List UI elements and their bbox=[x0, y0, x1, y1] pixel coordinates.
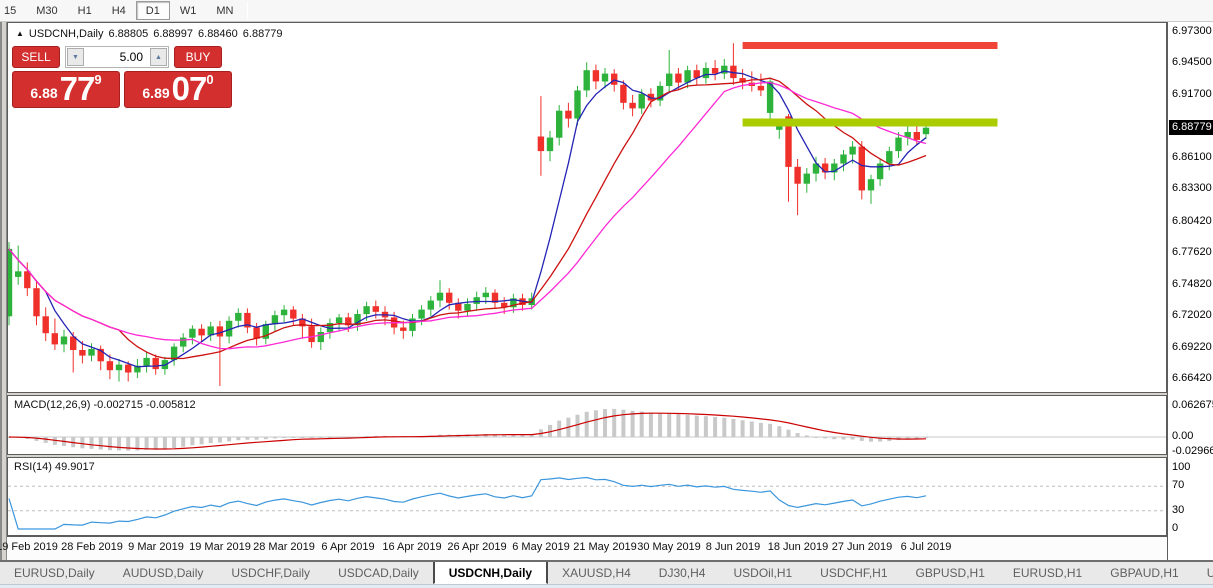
window-left-border bbox=[0, 22, 7, 560]
price-axis-label: 6.69220 bbox=[1172, 341, 1212, 353]
macd-axis-label: 0.00 bbox=[1172, 430, 1194, 442]
date-label: 21 May 2019 bbox=[573, 541, 637, 553]
date-label: 9 Mar 2019 bbox=[128, 541, 184, 553]
tab-usdcnh-daily[interactable]: USDCNH,Daily bbox=[432, 562, 549, 584]
rsi-axis-label: 30 bbox=[1172, 504, 1185, 516]
date-label: 19 Mar 2019 bbox=[189, 541, 251, 553]
sell-price-pip: 9 bbox=[94, 72, 102, 87]
tab-usdcad-daily[interactable]: USDCAD,Daily bbox=[338, 566, 419, 580]
tab-gbpusd-h1[interactable]: GBPUSD,H1 bbox=[915, 566, 985, 580]
timeframe-w1-button[interactable]: W1 bbox=[179, 4, 197, 17]
macd-axis-label: 0.062675 bbox=[1172, 399, 1213, 411]
tab-gbpaud-h1[interactable]: GBPAUD,H1 bbox=[1110, 566, 1179, 580]
buy-button[interactable]: BUY bbox=[174, 46, 222, 68]
macd-chart[interactable] bbox=[8, 396, 1166, 454]
buy-price-pip: 0 bbox=[206, 72, 214, 87]
date-axis[interactable]: 19 Feb 2019 28 Feb 2019 9 Mar 2019 19 Mar 2… bbox=[0, 536, 1167, 560]
date-label: 6 May 2019 bbox=[512, 541, 570, 553]
legend-high: 6.88997 bbox=[153, 28, 194, 40]
legend-low: 6.88460 bbox=[198, 28, 238, 40]
chart-tabbar: EURUSD,Daily AUDUSD,Daily USDCHF,Daily U… bbox=[0, 560, 1213, 584]
sell-price-main: 77 bbox=[59, 70, 96, 107]
price-chart-panel: ▲ USDCNH,Daily 6.88805 6.88997 6.88460 6… bbox=[7, 22, 1167, 393]
chart-window: ▲ USDCNH,Daily 6.88805 6.88997 6.88460 6… bbox=[0, 22, 1213, 560]
volume-decrease-button[interactable]: ▼ bbox=[67, 48, 84, 66]
sell-price-prefix: 6.88 bbox=[30, 85, 58, 101]
tab-eurusd-h1[interactable]: EURUSD,H1 bbox=[1012, 566, 1083, 580]
timeframe-m15-button[interactable]: 15 bbox=[4, 4, 17, 17]
date-label: 8 Jun 2019 bbox=[705, 541, 761, 553]
price-axis-label: 6.74820 bbox=[1172, 278, 1212, 290]
price-axis-label: 6.94500 bbox=[1172, 56, 1212, 68]
rsi-panel: RSI(14) 49.9017 bbox=[7, 457, 1167, 536]
date-label: 6 Apr 2019 bbox=[321, 541, 375, 553]
collapse-triangle-icon[interactable]: ▲ bbox=[16, 28, 24, 38]
date-label: 6 Jul 2019 bbox=[900, 541, 952, 553]
timeframe-h4-button[interactable]: H4 bbox=[111, 4, 126, 17]
price-axis[interactable]: 6.88779 6.97300 6.94500 6.91700 6.86100 6.83… bbox=[1167, 22, 1213, 560]
rsi-chart[interactable] bbox=[8, 458, 1166, 535]
macd-panel: MACD(12,26,9) -0.002715 -0.005812 bbox=[7, 395, 1167, 455]
tab-eurusd-daily[interactable]: EURUSD,Daily bbox=[14, 566, 95, 580]
price-axis-label: 6.97300 bbox=[1172, 25, 1212, 37]
legend-close: 6.88779 bbox=[242, 28, 283, 40]
volume-increase-button[interactable]: ▲ bbox=[150, 48, 167, 66]
timeframe-mn-button[interactable]: MN bbox=[216, 4, 234, 17]
macd-signal-value: -0.005812 bbox=[146, 399, 196, 411]
rsi-label: RSI(14) 49.9017 bbox=[14, 461, 95, 473]
macd-label: MACD(12,26,9) -0.002715 -0.005812 bbox=[14, 399, 196, 411]
price-axis-label: 6.91700 bbox=[1172, 88, 1212, 100]
price-axis-label: 6.66420 bbox=[1172, 372, 1212, 384]
date-label: 30 May 2019 bbox=[637, 541, 701, 553]
tab-usdoil-h1[interactable]: USDOil,H1 bbox=[733, 566, 793, 580]
tab-dj30-h4[interactable]: DJ30,H4 bbox=[658, 566, 706, 580]
timeframe-m30-button[interactable]: M30 bbox=[36, 4, 58, 17]
buy-quote-button[interactable]: 6.89 07 0 bbox=[124, 71, 232, 108]
date-label: 26 Apr 2019 bbox=[447, 541, 507, 553]
tab-usdjpy-h1[interactable]: USDJP bbox=[1193, 562, 1213, 584]
price-axis-label: 6.77620 bbox=[1172, 246, 1212, 258]
tab-usdchf-daily[interactable]: USDCHF,Daily bbox=[231, 566, 311, 580]
timeframe-h1-button[interactable]: H1 bbox=[77, 4, 92, 17]
rsi-axis-label: 0 bbox=[1172, 522, 1179, 534]
date-label: 28 Feb 2019 bbox=[61, 541, 123, 553]
tab-xauusd-h4[interactable]: XAUUSD,H4 bbox=[562, 566, 631, 580]
price-axis-label: 6.86100 bbox=[1172, 151, 1212, 163]
current-price-box: 6.88779 bbox=[1169, 120, 1213, 135]
volume-input[interactable]: 5.00 bbox=[119, 50, 143, 64]
rsi-axis-label: 100 bbox=[1172, 461, 1191, 473]
legend-open: 6.88805 bbox=[108, 28, 149, 40]
date-label: 19 Feb 2019 bbox=[0, 541, 58, 553]
date-label: 28 Mar 2019 bbox=[253, 541, 315, 553]
date-label: 18 Jun 2019 bbox=[767, 541, 829, 553]
macd-axis-label: -0.029668 bbox=[1172, 445, 1213, 457]
date-label: 27 Jun 2019 bbox=[831, 541, 893, 553]
one-click-trade-widget: SELL ▼ 5.00 ▲ BUY 6.88 77 9 bbox=[12, 46, 240, 108]
price-axis-label: 6.83300 bbox=[1172, 182, 1212, 194]
status-bar bbox=[0, 584, 1213, 588]
buy-price-prefix: 6.89 bbox=[142, 85, 170, 101]
legend-symbol: USDCNH,Daily bbox=[28, 28, 104, 40]
tab-usdchf-h1[interactable]: USDCHF,H1 bbox=[820, 566, 888, 580]
macd-value: -0.002715 bbox=[93, 399, 144, 411]
chart-legend: ▲ USDCNH,Daily 6.88805 6.88997 6.88460 6… bbox=[16, 28, 283, 40]
candlestick-chart[interactable] bbox=[8, 23, 1166, 392]
date-label: 16 Apr 2019 bbox=[382, 541, 442, 553]
timeframe-toolbar: 15 M30 H1 H4 D1 W1 MN bbox=[0, 0, 1213, 22]
toolbar-separator bbox=[247, 2, 249, 19]
buy-price-main: 07 bbox=[171, 70, 208, 107]
rsi-value: 49.9017 bbox=[54, 461, 95, 473]
price-axis-label: 6.72020 bbox=[1172, 309, 1212, 321]
price-axis-label: 6.80420 bbox=[1172, 215, 1212, 227]
sell-quote-button[interactable]: 6.88 77 9 bbox=[12, 71, 120, 108]
timeframe-d1-button[interactable]: D1 bbox=[135, 1, 170, 20]
rsi-axis-label: 70 bbox=[1172, 479, 1185, 491]
tab-audusd-daily[interactable]: AUDUSD,Daily bbox=[122, 566, 204, 580]
volume-spinner: ▼ 5.00 ▲ bbox=[65, 46, 169, 68]
sell-button[interactable]: SELL bbox=[12, 46, 60, 68]
